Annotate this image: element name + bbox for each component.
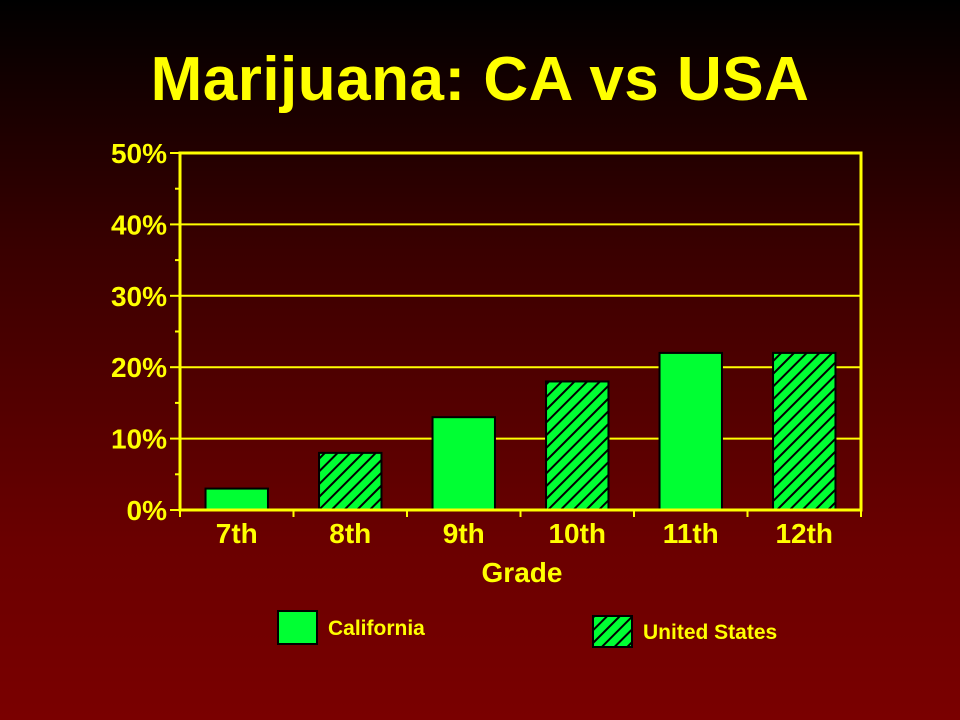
x-tick-label-7th: 7th — [216, 518, 258, 549]
x-tick-label-11th: 11th — [663, 518, 719, 549]
y-tick-label-4: 40% — [111, 209, 167, 240]
bar-12th — [772, 351, 837, 512]
y-tick-label-3: 30% — [111, 281, 167, 312]
bar-7th — [204, 487, 269, 511]
bars — [204, 351, 837, 512]
bar-11th — [658, 351, 723, 512]
x-tick-label-10th: 10th — [548, 518, 606, 549]
legend-label-united-states: United States — [643, 621, 777, 644]
legend-swatch-california — [277, 610, 318, 645]
bar-8th — [318, 451, 383, 512]
x-tick-label-8th: 8th — [329, 518, 371, 549]
x-tick-label-12th: 12th — [775, 518, 833, 549]
gridlines — [180, 223, 861, 440]
y-tick-label-0: 0% — [127, 495, 168, 526]
y-tick-labels: 0% 10% 20% 30% 40% 50% — [111, 138, 167, 526]
y-tick-label-5: 50% — [111, 138, 167, 169]
x-tick-labels: 7th 8th 9th 10th 11th 12th — [216, 518, 833, 549]
legend: California United States — [277, 610, 777, 648]
x-tick-label-9th: 9th — [443, 518, 485, 549]
axes — [170, 151, 863, 517]
chart-title: Marijuana: CA vs USA — [150, 45, 810, 114]
legend-swatch-united-states — [592, 615, 633, 648]
y-tick-label-1: 10% — [111, 424, 167, 455]
plot-frame — [178, 151, 863, 512]
y-tick-label-2: 20% — [111, 352, 167, 383]
bar-9th — [431, 416, 496, 511]
x-axis-title: Grade — [482, 557, 563, 588]
bar-10th — [545, 380, 610, 512]
legend-label-california: California — [328, 617, 425, 640]
